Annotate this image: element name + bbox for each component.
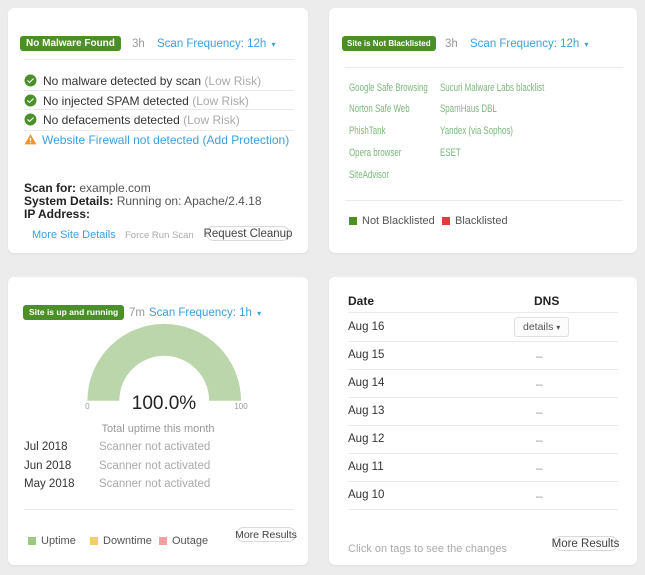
svg-text:100: 100	[234, 402, 248, 411]
svg-text:100.0%: 100.0%	[132, 393, 197, 414]
svg-text:0: 0	[85, 402, 90, 411]
